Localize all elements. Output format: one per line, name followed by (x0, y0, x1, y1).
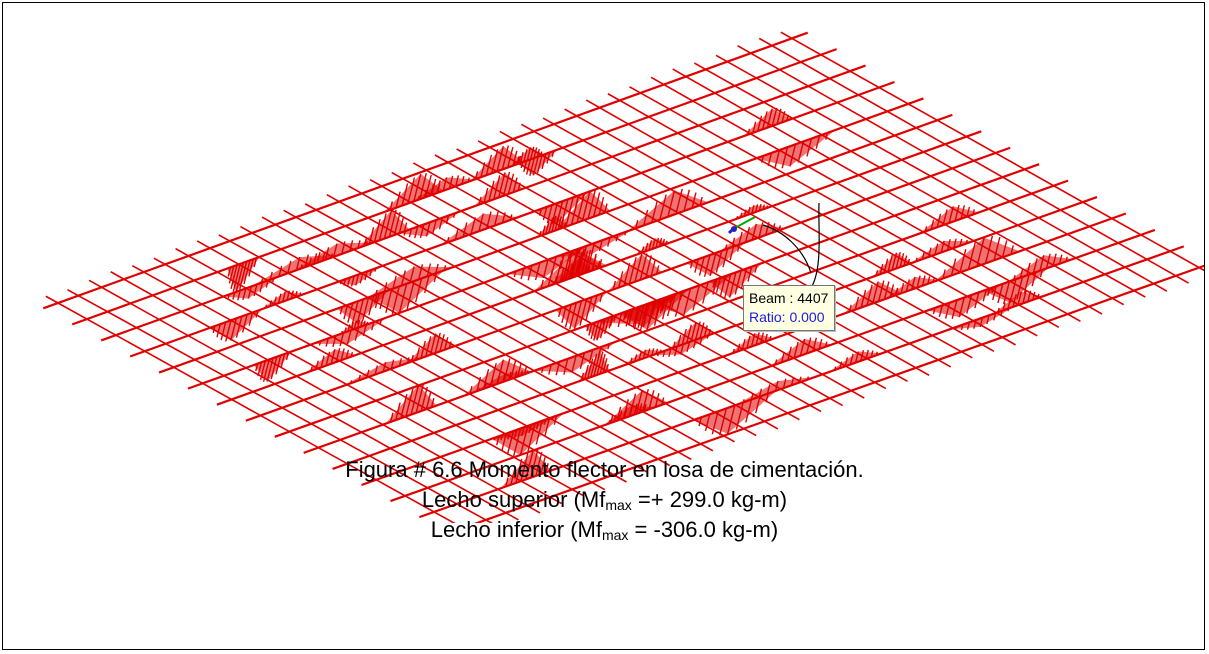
moment-diagram-shape (359, 210, 410, 248)
caption-lower-bed: Lecho inferior (Mfmax = -306.0 kg-m) (3, 515, 1204, 545)
caption-upper-subscript: max (605, 497, 632, 513)
moment-diagram-shape (470, 146, 524, 182)
moment-diagram-shape (843, 281, 902, 314)
moment-diagram-shape (491, 413, 564, 456)
moment-diagram-shape (919, 206, 979, 234)
moment-diagram-shape (692, 390, 777, 434)
moment-diagram-shape (534, 341, 618, 373)
moment-diagram-shape (554, 190, 611, 231)
moment-diagram-shape (735, 376, 816, 406)
caption-upper-suffix: =+ 299.0 kg-m) (631, 487, 788, 512)
figure-caption: Figura # 6.6 Momento flector en losa de … (3, 455, 1204, 545)
beam-tooltip: Beam : 4407 Ratio: 0.000 (743, 285, 836, 331)
moment-diagram-shape (622, 349, 665, 366)
tooltip-ratio-label: Ratio: 0.000 (749, 309, 825, 325)
moment-diagram-shape (578, 351, 610, 382)
moment-diagram-shape (292, 242, 375, 272)
moment-diagram-shape (1007, 255, 1073, 283)
tooltip-leader-line (810, 202, 820, 289)
tooltip-leader-curve (762, 224, 812, 274)
moment-diagram-shape (306, 349, 357, 373)
structure-viewport[interactable] (3, 3, 1205, 523)
caption-lower-suffix: = -306.0 kg-m) (628, 517, 779, 542)
moment-diagram-shape (555, 291, 608, 329)
moment-diagram-shape (474, 172, 524, 207)
moment-diagram-shape (652, 333, 715, 356)
moment-diagram-shape (927, 284, 1001, 318)
moment-diagram-shape (223, 276, 280, 299)
grid-beam-longitudinal (473, 264, 1204, 523)
caption-lower-prefix: Lecho inferior (Mf (430, 517, 602, 542)
moment-diagram-shape (336, 266, 381, 286)
moment-diagram-shape (621, 293, 677, 328)
moment-diagram-shape (983, 267, 1049, 303)
grid-beam-longitudinal (71, 48, 838, 326)
moment-diagram-shape (635, 238, 670, 256)
moment-diagram-shape (872, 252, 913, 278)
moment-diagram-shape (755, 129, 836, 167)
grid-beam-longitudinal (158, 97, 924, 374)
moment-diagram-shape (829, 351, 882, 372)
moment-diagram-shape (934, 237, 1020, 282)
tooltip-beam-label: Beam : 4407 (749, 290, 829, 306)
moment-diagram-shape (909, 240, 973, 264)
moment-diagram-shape (209, 308, 264, 341)
moment-diagram-shape (607, 254, 662, 292)
moment-diagram-shape (252, 254, 341, 286)
bending-moment-diagrams (209, 107, 1073, 489)
moment-diagram-shape (536, 191, 590, 224)
moment-diagram-shape (367, 266, 453, 298)
moment-diagram-shape (518, 149, 558, 176)
moment-diagram-shape (627, 190, 709, 232)
moment-diagram-shape (261, 291, 305, 310)
moment-diagram-shape (718, 223, 786, 252)
moment-diagram-shape (406, 333, 455, 364)
moment-diagram-shape (728, 333, 775, 355)
grid-beam-longitudinal (216, 130, 982, 406)
moment-diagram-shape (336, 289, 390, 324)
caption-lower-subscript: max (601, 527, 629, 543)
moment-diagram-shape (686, 242, 746, 276)
grid-beam-longitudinal (42, 31, 809, 310)
moment-diagram-shape (253, 351, 293, 382)
caption-upper-prefix: Lecho superior (Mf (421, 487, 606, 512)
moment-diagram-shape (884, 276, 939, 300)
moment-diagram-shape (500, 449, 551, 489)
moment-diagram-shape (384, 174, 444, 213)
moment-diagram-shape (993, 291, 1043, 314)
moment-diagram-shape (555, 229, 634, 258)
grid-beam-longitudinal (419, 245, 1185, 519)
moment-diagram-shape (385, 384, 437, 424)
caption-title: Figura # 6.6 Momento flector en losa de … (345, 457, 864, 482)
moment-diagram-shape (769, 339, 832, 367)
moment-diagram-shape (399, 211, 461, 237)
moment-diagram-shape (743, 108, 792, 137)
axis-triad-icon (727, 216, 756, 235)
moment-diagram-shape (510, 147, 545, 167)
moment-diagram-shape (338, 320, 371, 335)
moment-diagram-shape (585, 314, 619, 341)
moment-diagram-shape (604, 390, 669, 426)
moment-diagram-shape (439, 213, 519, 246)
moment-diagram-shape (369, 270, 444, 314)
moment-diagram-shape (227, 256, 260, 293)
moment-diagram-shape (536, 215, 568, 238)
moment-diagram-shape (709, 262, 763, 298)
moment-diagram-shape (733, 205, 771, 221)
caption-upper-bed: Lecho superior (Mfmax =+ 299.0 kg-m) (3, 485, 1204, 515)
moment-diagram-shape (342, 357, 424, 387)
moment-diagram-shape (669, 322, 714, 350)
moment-diagram-shape (312, 316, 389, 345)
moment-diagram-shape (949, 306, 1016, 330)
moment-diagram-shape (533, 249, 607, 292)
moment-diagram-shape (463, 359, 532, 397)
